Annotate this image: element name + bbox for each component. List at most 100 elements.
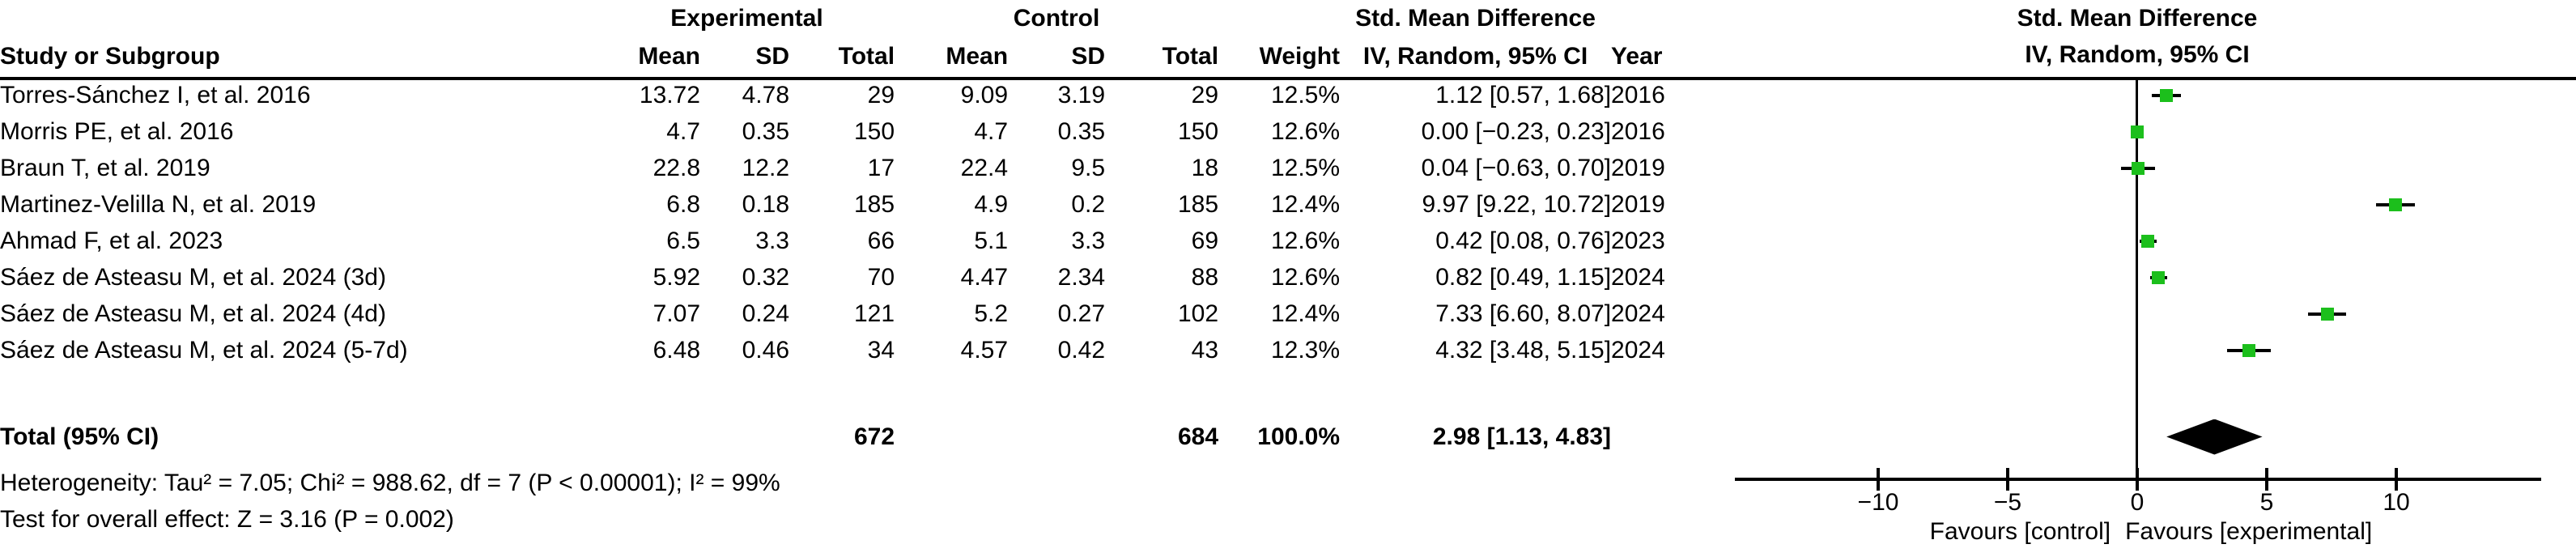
- spacer-cell: [1611, 0, 1708, 36]
- effect-size-square: [2320, 307, 2334, 321]
- ctrl-sd: 0.2: [1071, 190, 1106, 218]
- weight-header: Weight: [1259, 43, 1341, 70]
- effect-size-square: [2159, 88, 2173, 102]
- ctrl-sd: 0.27: [1057, 300, 1106, 327]
- ctrl-total: 29: [1191, 81, 1219, 108]
- exp-mean: 6.8: [666, 190, 700, 218]
- smd-ci-text: 0.04 [−0.63, 0.70]: [1421, 154, 1612, 181]
- total-row: Total (95% CI) 672 684 100.0% 2.98 [1.13…: [0, 419, 1708, 455]
- spacer-cell: [1218, 0, 1340, 36]
- weight-value: 12.6%: [1270, 263, 1341, 291]
- favours-label: Favours [control] Favours [experimental]: [1923, 518, 2380, 546]
- ctrl-mean: 22.4: [960, 154, 1009, 181]
- study-label: Martinez-Velilla N, et al. 2019: [0, 190, 317, 218]
- study-row: Sáez de Asteasu M, et al. 2024 (4d) 7.07…: [0, 296, 1708, 332]
- ctrl-total: 88: [1191, 263, 1219, 291]
- effect-size-square: [2141, 234, 2155, 248]
- study-row: Torres-Sánchez I, et al. 2016 13.72 4.78…: [0, 77, 1708, 113]
- ctrl-total: 102: [1177, 300, 1219, 327]
- exp-sd: 4.78: [742, 81, 789, 108]
- study-data-table: Experimental Control Std. Mean Differenc…: [0, 0, 1708, 538]
- effect-size-square: [2389, 198, 2403, 211]
- ctrl-total: 18: [1191, 154, 1219, 181]
- smd-ci-text: 0.00 [−0.23, 0.23]: [1421, 117, 1612, 145]
- exp-sd: 0.24: [742, 300, 789, 327]
- study-row: Martinez-Velilla N, et al. 2019 6.8 0.18…: [0, 186, 1708, 223]
- ctrl-sd: 3.19: [1057, 81, 1106, 108]
- smd-ci-text: 0.82 [0.49, 1.15]: [1435, 263, 1612, 291]
- ctrl-mean: 9.09: [960, 81, 1009, 108]
- heterogeneity-text: Heterogeneity: Tau² = 7.05; Chi² = 988.6…: [0, 469, 780, 496]
- spacer-cell: [895, 419, 1008, 455]
- study-label: Sáez de Asteasu M, et al. 2024 (5-7d): [0, 336, 408, 364]
- spacer-row: [0, 455, 1708, 465]
- exp-mean: 7.07: [653, 300, 700, 327]
- axis-tick-label: −5: [1993, 489, 2022, 516]
- effect-size-square: [2131, 125, 2144, 138]
- favours-experimental-label: Favours [experimental]: [2125, 518, 2373, 545]
- exp-total-header: Total: [838, 43, 895, 70]
- overall-effect-text: Test for overall effect: Z = 3.16 (P = 0…: [0, 505, 454, 533]
- study-row: Ahmad F, et al. 2023 6.5 3.3 66 5.1 3.3 …: [0, 223, 1708, 259]
- axis-tick: [2136, 468, 2139, 491]
- ctrl-sd: 0.42: [1057, 336, 1106, 364]
- study-row: Morris PE, et al. 2016 4.7 0.35 150 4.7 …: [0, 113, 1708, 150]
- study-row: Sáez de Asteasu M, et al. 2024 (3d) 5.92…: [0, 259, 1708, 296]
- iv-random-header: IV, Random, 95% CI: [1362, 43, 1588, 70]
- spacer-cell: [1008, 419, 1105, 455]
- axis-tick-label: 0: [2130, 489, 2145, 516]
- spacer-row: [0, 368, 1708, 419]
- weight-value: 12.4%: [1270, 190, 1341, 218]
- smd-ci-text: 0.42 [0.08, 0.76]: [1435, 227, 1612, 254]
- effect-size-square: [2242, 343, 2256, 357]
- exp-total: 150: [853, 117, 895, 145]
- weight-value: 12.4%: [1270, 300, 1341, 327]
- ctrl-mean: 5.2: [974, 300, 1009, 327]
- exp-total: 70: [867, 263, 895, 291]
- exp-sd: 0.32: [742, 263, 789, 291]
- exp-total: 17: [867, 154, 895, 181]
- total-ctrl-n: 684: [1177, 423, 1219, 450]
- study-column-header: Study or Subgroup: [0, 43, 220, 70]
- exp-mean-header: Mean: [638, 43, 700, 70]
- weight-value: 12.6%: [1270, 117, 1341, 145]
- study-row: Braun T, et al. 2019 22.8 12.2 17 22.4 9…: [0, 150, 1708, 186]
- ctrl-sd: 3.3: [1071, 227, 1106, 254]
- study-label: Braun T, et al. 2019: [0, 154, 210, 181]
- year-value: 2024: [1611, 263, 1665, 291]
- study-label: Torres-Sánchez I, et al. 2016: [0, 81, 311, 108]
- ctrl-total-header: Total: [1162, 43, 1219, 70]
- ctrl-mean: 4.57: [960, 336, 1009, 364]
- axis-tick: [2265, 468, 2268, 491]
- weight-value: 12.5%: [1270, 81, 1341, 108]
- study-label: Sáez de Asteasu M, et al. 2024 (4d): [0, 300, 386, 327]
- plot-subtitle: IV, Random, 95% CI: [2025, 41, 2250, 68]
- ctrl-sd-header: SD: [1071, 43, 1106, 70]
- axis-tick-label: 10: [2383, 489, 2410, 516]
- smd-group-header: Std. Mean Difference: [1355, 4, 1596, 32]
- exp-mean: 6.5: [666, 227, 700, 254]
- column-header-row: Study or Subgroup Mean SD Total Mean SD …: [0, 36, 1708, 77]
- year-value: 2023: [1611, 227, 1665, 254]
- spacer-cell: [0, 0, 599, 36]
- pooled-effect-diamond: [2166, 419, 2263, 455]
- axis-tick-label: 5: [2259, 489, 2274, 516]
- exp-total: 185: [853, 190, 895, 218]
- ctrl-total: 185: [1177, 190, 1219, 218]
- overall-effect-row: Test for overall effect: Z = 3.16 (P = 0…: [0, 501, 1708, 538]
- exp-sd: 3.3: [755, 227, 789, 254]
- ctrl-mean: 4.47: [960, 263, 1009, 291]
- exp-total: 121: [853, 300, 895, 327]
- effect-size-square: [2132, 161, 2145, 175]
- exp-mean: 6.48: [653, 336, 700, 364]
- total-weight: 100.0%: [1257, 423, 1341, 450]
- zero-reference-line: [2136, 80, 2138, 479]
- exp-sd: 0.18: [742, 190, 789, 218]
- exp-mean: 13.72: [639, 81, 700, 108]
- study-label: Morris PE, et al. 2016: [0, 117, 234, 145]
- exp-sd-header: SD: [755, 43, 789, 70]
- exp-sd: 0.46: [742, 336, 789, 364]
- exp-mean: 5.92: [653, 263, 700, 291]
- effect-size-square: [2152, 270, 2166, 284]
